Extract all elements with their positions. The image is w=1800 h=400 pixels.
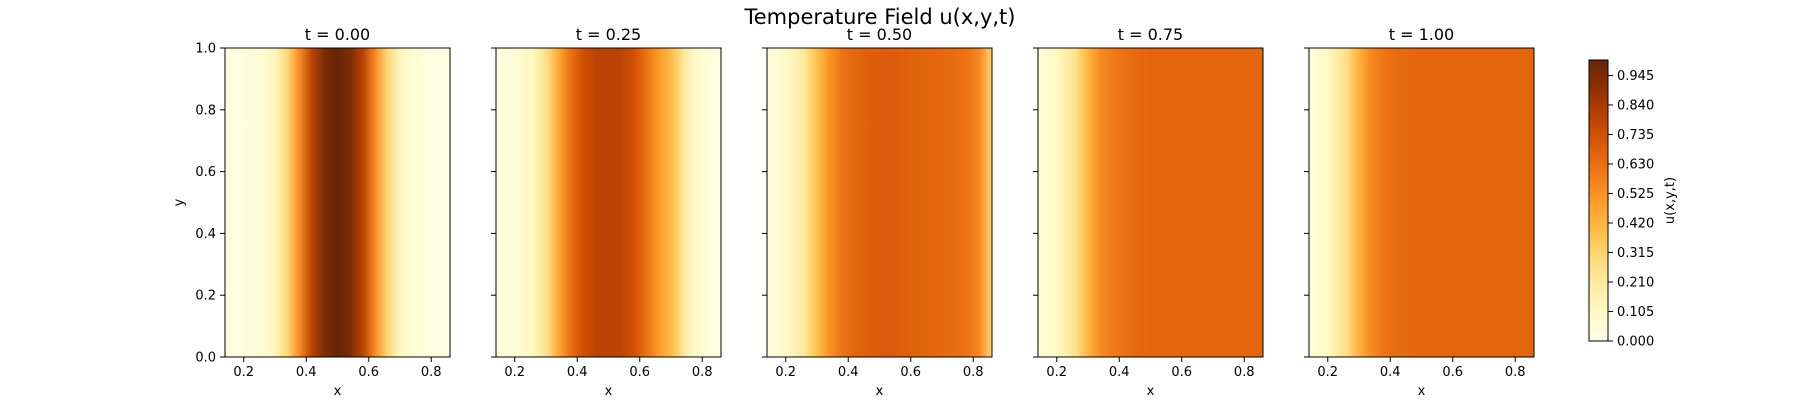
colorbar-tick-label: 0.840 [1617, 98, 1654, 113]
x-tick-label: 0.6 [1171, 365, 1192, 380]
x-tick-label: 0.2 [775, 365, 796, 380]
heatmap-field [496, 48, 721, 357]
colorbar-label: u(x,y,t) [1663, 177, 1678, 224]
heatmap-panels: t = 0.00 0.2 0.4 0.6 0.8 x 0.0 0.2 0.4 0.6 0.8 1.0 y… [172, 25, 1535, 399]
x-axis-label: x [876, 384, 884, 399]
x-tick-label: 0.2 [1046, 365, 1067, 380]
heatmap-field [1309, 48, 1534, 357]
panel-title: t = 0.25 [576, 25, 641, 44]
x-tick-label: 0.4 [567, 365, 588, 380]
x-tick-label: 0.4 [1109, 365, 1130, 380]
heatmap-panel: t = 1.00 0.2 0.4 0.6 0.8 x [1304, 25, 1535, 399]
y-axis-label: y [172, 198, 187, 206]
colorbar-tick-label: 0.105 [1617, 305, 1654, 320]
axes-frame [224, 47, 451, 358]
colorbar-tick-label: 0.315 [1617, 246, 1654, 261]
x-tick-label: 0.8 [421, 365, 442, 380]
axes-frame [766, 47, 993, 358]
heatmap-panel: t = 0.50 0.2 0.4 0.6 0.8 x [762, 25, 993, 399]
heatmap-field [225, 48, 450, 357]
heatmap-panel: t = 0.25 0.2 0.4 0.6 0.8 x [491, 25, 722, 399]
heatmap-panel: t = 0.00 0.2 0.4 0.6 0.8 x 0.0 0.2 0.4 0.6 0.8 1.0 y [172, 25, 451, 399]
heatmap-field [767, 48, 992, 357]
x-tick-label: 0.6 [358, 365, 379, 380]
y-tick-label: 0.2 [195, 289, 216, 304]
x-tick-label: 0.8 [1234, 365, 1255, 380]
panel-title: t = 0.75 [1118, 25, 1183, 44]
x-tick-label: 0.4 [296, 365, 317, 380]
axes-frame [495, 47, 722, 358]
axes-frame [1037, 47, 1264, 358]
x-tick-label: 0.4 [1380, 365, 1401, 380]
colorbar-tick-label: 0.630 [1617, 157, 1654, 172]
x-tick-label: 0.8 [1505, 365, 1526, 380]
colorbar-gradient [1589, 60, 1608, 341]
x-tick-label: 0.2 [1317, 365, 1338, 380]
x-tick-label: 0.8 [692, 365, 713, 380]
panel-title: t = 1.00 [1389, 25, 1454, 44]
y-tick-label: 0.6 [195, 165, 216, 180]
colorbar-tick-label: 0.735 [1617, 128, 1654, 143]
panel-title: t = 0.50 [847, 25, 912, 44]
heatmap-panel: t = 0.75 0.2 0.4 0.6 0.8 x [1033, 25, 1264, 399]
colorbar-tick-label: 0.420 [1617, 216, 1654, 231]
chart-title: Temperature Field u(x,y,t) [744, 5, 1016, 29]
axes-frame [1308, 47, 1535, 358]
colorbar-tick-label: 0.945 [1617, 69, 1654, 84]
x-tick-label: 0.2 [504, 365, 525, 380]
x-axis-label: x [1418, 384, 1426, 399]
x-tick-label: 0.4 [838, 365, 859, 380]
x-tick-label: 0.6 [900, 365, 921, 380]
colorbar-frame [1588, 59, 1609, 342]
panel-title: t = 0.00 [305, 25, 370, 44]
colorbar: 0.000 0.105 0.210 0.315 0.420 0.525 0.630 0.735… [1588, 59, 1678, 350]
x-axis-label: x [605, 384, 613, 399]
x-tick-label: 0.6 [629, 365, 650, 380]
x-axis-label: x [334, 384, 342, 399]
colorbar-tick-label: 0.525 [1617, 187, 1654, 202]
y-tick-label: 0.4 [195, 227, 216, 242]
x-tick-label: 0.2 [233, 365, 254, 380]
y-tick-label: 1.0 [195, 42, 216, 57]
y-tick-label: 0.0 [195, 351, 216, 366]
heatmap-field [1038, 48, 1263, 357]
y-tick-label: 0.8 [195, 103, 216, 118]
colorbar-tick-label: 0.000 [1617, 335, 1654, 350]
x-tick-label: 0.6 [1442, 365, 1463, 380]
x-tick-label: 0.8 [963, 365, 984, 380]
x-axis-label: x [1147, 384, 1155, 399]
colorbar-tick-label: 0.210 [1617, 275, 1654, 290]
